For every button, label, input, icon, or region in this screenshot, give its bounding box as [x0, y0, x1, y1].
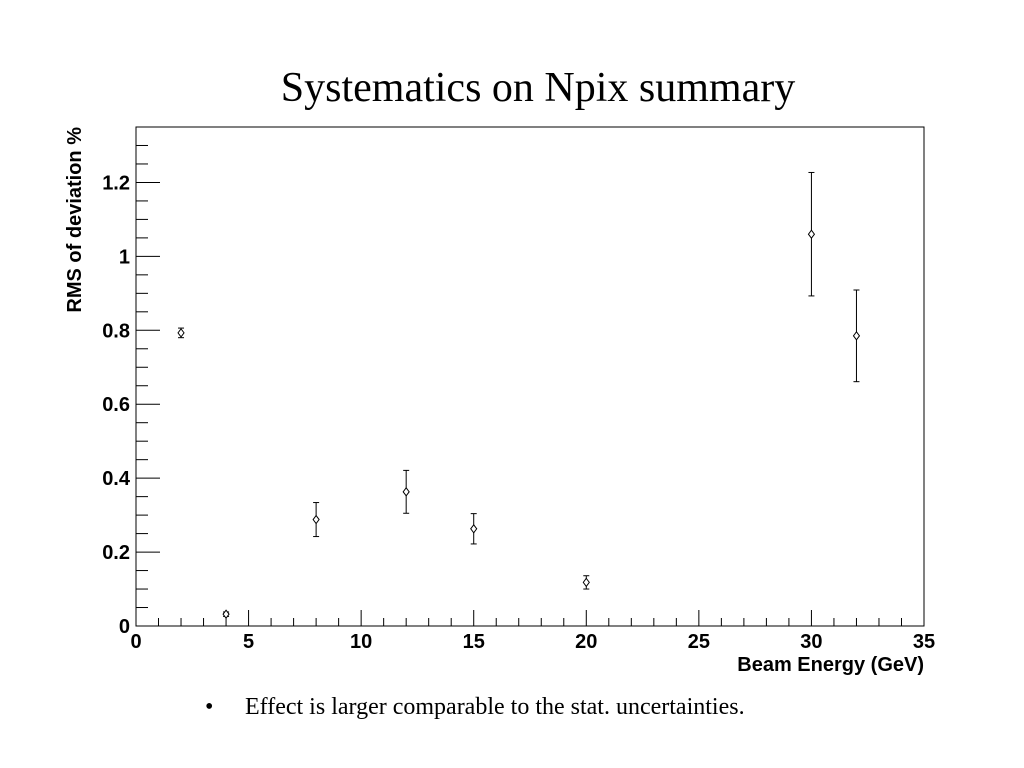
- x-tick-label: 15: [463, 631, 485, 653]
- x-tick-label: 25: [688, 631, 710, 653]
- bullet-point: • Effect is larger comparable to the stat…: [205, 690, 745, 724]
- diamond-marker: [470, 523, 478, 534]
- y-tick-label: 0.4: [102, 468, 131, 490]
- data-point: [470, 513, 478, 545]
- data-points: [177, 171, 861, 620]
- y-axis: 0 0.2 0.4 0.6 0.8 1 1.2: [102, 126, 160, 638]
- data-point: [312, 502, 320, 538]
- x-tick-label: 0: [130, 631, 141, 653]
- x-axis: 0 5 10 15 20 25 30 35: [130, 610, 935, 653]
- y-tick-label: 1: [119, 246, 130, 268]
- y-axis-title: RMS of deviation %: [64, 127, 86, 313]
- diamond-marker: [807, 229, 816, 240]
- plot-frame: [135, 126, 925, 627]
- data-point: [402, 469, 410, 514]
- data-point: [177, 327, 185, 339]
- x-tick-label: 35: [913, 631, 935, 653]
- bullet-text: Effect is larger comparable to the stat.…: [245, 694, 745, 720]
- x-tick-label: 20: [575, 631, 597, 653]
- bullet-mark: •: [205, 694, 214, 720]
- diamond-marker: [177, 328, 185, 338]
- data-point: [852, 289, 861, 383]
- diamond-marker: [582, 577, 590, 588]
- slide-title: Systematics on Npix summary: [280, 65, 796, 111]
- y-tick-label: 0: [119, 616, 130, 638]
- y-tick-label: 1.2: [102, 172, 130, 194]
- diamond-marker: [852, 331, 861, 341]
- diamond-marker: [222, 609, 230, 620]
- data-point: [582, 575, 590, 590]
- x-tick-label: 30: [800, 631, 822, 653]
- x-axis-title: Beam Energy (GeV): [737, 654, 924, 676]
- y-tick-label: 0.6: [102, 394, 130, 416]
- data-point: [222, 609, 230, 620]
- y-tick-label: 0.8: [102, 320, 130, 342]
- x-tick-label: 5: [243, 631, 254, 653]
- x-tick-label: 10: [350, 631, 372, 653]
- diamond-marker: [312, 514, 320, 525]
- y-tick-label: 0.2: [102, 542, 130, 564]
- diamond-marker: [402, 486, 410, 497]
- data-point: [807, 171, 816, 297]
